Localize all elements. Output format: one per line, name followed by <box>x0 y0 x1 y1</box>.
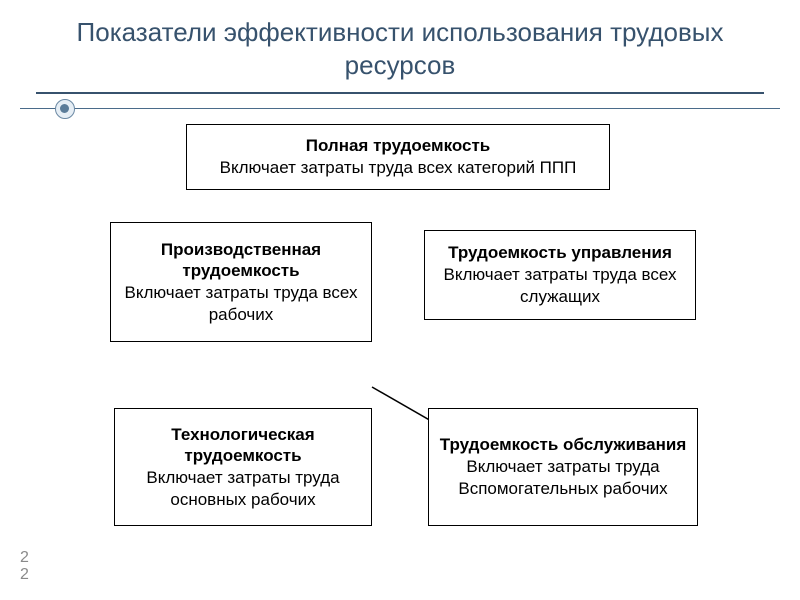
title-block: Показатели эффективности использования т… <box>0 0 800 87</box>
node-left1-title: Производственная трудоемкость <box>117 239 365 283</box>
node-right2-desc: Включает затраты труда Вспомогательных р… <box>435 456 691 500</box>
node-right1: Трудоемкость управления Включает затраты… <box>424 230 696 320</box>
node-right2-title: Трудоемкость обслуживания <box>440 434 686 456</box>
node-root-desc: Включает затраты труда всех категорий ПП… <box>220 157 577 179</box>
node-root-title: Полная трудоемкость <box>306 135 491 157</box>
slide-title: Показатели эффективности использования т… <box>40 16 760 81</box>
page-number: 22 <box>20 550 34 584</box>
node-left1: Производственная трудоемкость Включает з… <box>110 222 372 342</box>
node-right2: Трудоемкость обслуживания Включает затра… <box>428 408 698 526</box>
node-left2-desc: Включает затраты труда основных рабочих <box>121 467 365 511</box>
node-left1-desc: Включает затраты труда всех рабочих <box>117 282 365 326</box>
node-right1-title: Трудоемкость управления <box>448 242 672 264</box>
title-underline <box>36 92 764 94</box>
node-root: Полная трудоемкость Включает затраты тру… <box>186 124 610 190</box>
decor-bead-inner <box>60 104 69 113</box>
node-left2-title: Технологическая трудоемкость <box>121 424 365 468</box>
node-right1-desc: Включает затраты труда всех служащих <box>431 264 689 308</box>
node-left2: Технологическая трудоемкость Включает за… <box>114 408 372 526</box>
decor-bead-line <box>20 108 780 109</box>
slide: Показатели эффективности использования т… <box>0 0 800 600</box>
